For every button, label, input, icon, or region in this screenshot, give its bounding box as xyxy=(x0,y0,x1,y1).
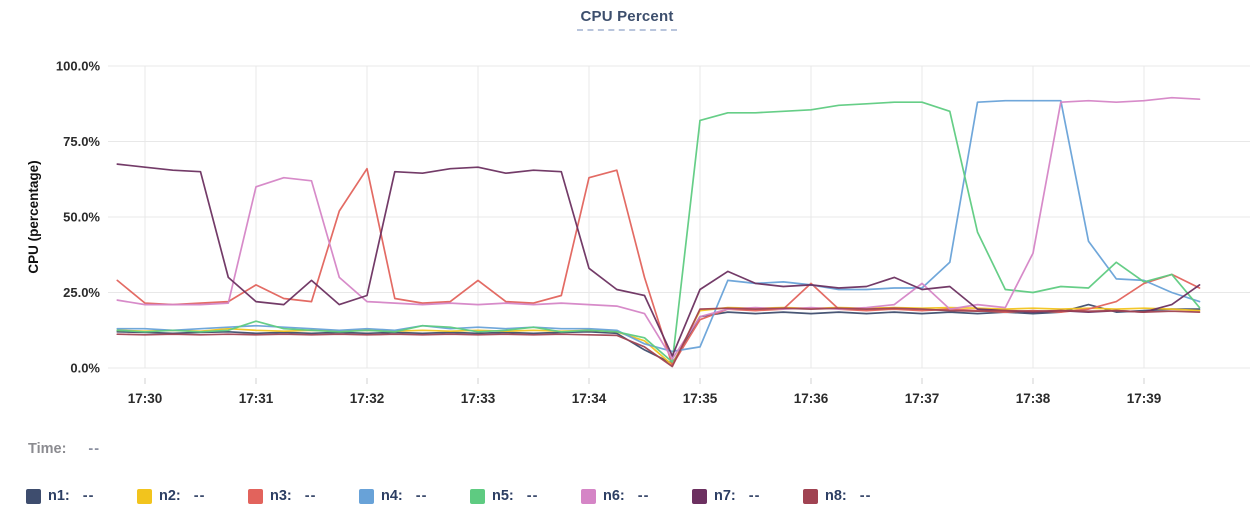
x-tick-label: 17:38 xyxy=(1016,391,1051,406)
n2-value: -- xyxy=(193,488,206,504)
series-line-n5[interactable] xyxy=(116,101,1201,363)
x-tick-label: 17:35 xyxy=(683,391,718,406)
n2-label: n2: xyxy=(159,488,181,504)
n5-label: n5: xyxy=(492,488,514,504)
x-tick-label: 17:33 xyxy=(461,391,496,406)
y-tick-label: 75.0% xyxy=(63,134,100,149)
n7-value: -- xyxy=(748,488,761,504)
legend-item-n4[interactable]: n4: -- xyxy=(359,488,470,504)
legend-item-n5[interactable]: n5: -- xyxy=(470,488,581,504)
chart-title[interactable]: CPU Percent xyxy=(577,8,677,31)
n5-value: -- xyxy=(526,488,539,504)
cpu-percent-line-chart[interactable]: 100.0% 75.0% 50.0% 25.0% 0.0% 17:30 17:31 17:32… xyxy=(0,40,1254,425)
n7-label: n7: xyxy=(714,488,736,504)
series-line-n2[interactable] xyxy=(116,306,1201,366)
legend-time-label: Time: xyxy=(28,441,67,457)
legend-item-n6[interactable]: n6: -- xyxy=(581,488,692,504)
legend-item-n1[interactable]: n1: -- xyxy=(26,488,137,504)
n4-label: n4: xyxy=(381,488,403,504)
n8-label: n8: xyxy=(825,488,847,504)
x-tick-label: 17:36 xyxy=(794,391,829,406)
n1-value: -- xyxy=(82,488,95,504)
legend-item-n7[interactable]: n7: -- xyxy=(692,488,803,504)
n4-value: -- xyxy=(415,488,428,504)
series-legend: n1: -- n2: -- n3: -- n4: -- n5: -- n6: -… xyxy=(26,488,914,504)
x-tick-label: 17:30 xyxy=(128,391,163,406)
x-tick-label: 17:37 xyxy=(905,391,940,406)
n1-label: n1: xyxy=(48,488,70,504)
n6-label: n6: xyxy=(603,488,625,504)
y-tick-label: 50.0% xyxy=(63,210,100,225)
n6-value: -- xyxy=(637,488,650,504)
series-line-n8[interactable] xyxy=(116,307,1201,368)
legend-item-n2[interactable]: n2: -- xyxy=(137,488,248,504)
n7-swatch xyxy=(692,488,707,504)
y-tick-label: 0.0% xyxy=(70,361,100,376)
y-tick-label: 25.0% xyxy=(63,285,100,300)
n3-label: n3: xyxy=(270,488,292,504)
n1-swatch xyxy=(26,488,41,504)
n5-swatch xyxy=(470,488,485,504)
n8-value: -- xyxy=(859,488,872,504)
n4-swatch xyxy=(359,488,374,504)
legend-item-n3[interactable]: n3: -- xyxy=(248,488,359,504)
n2-swatch xyxy=(137,488,152,504)
y-tick-label: 100.0% xyxy=(56,59,101,74)
x-tick-label: 17:39 xyxy=(1127,391,1162,406)
n6-swatch xyxy=(581,488,596,504)
chart-title-wrap: CPU Percent xyxy=(0,8,1254,31)
x-tick-label: 17:31 xyxy=(239,391,274,406)
legend-time-row: Time: -- xyxy=(28,441,100,457)
series-line-n4[interactable] xyxy=(116,99,1201,353)
series-line-n6[interactable] xyxy=(116,96,1201,360)
n3-value: -- xyxy=(304,488,317,504)
y-axis-title: CPU (percentage) xyxy=(26,160,41,273)
legend-time-value: -- xyxy=(88,441,101,457)
legend-item-n8[interactable]: n8: -- xyxy=(803,488,914,504)
n8-swatch xyxy=(803,488,818,504)
x-tick-label: 17:32 xyxy=(350,391,385,406)
x-tick-label: 17:34 xyxy=(572,391,607,406)
n3-swatch xyxy=(248,488,263,504)
